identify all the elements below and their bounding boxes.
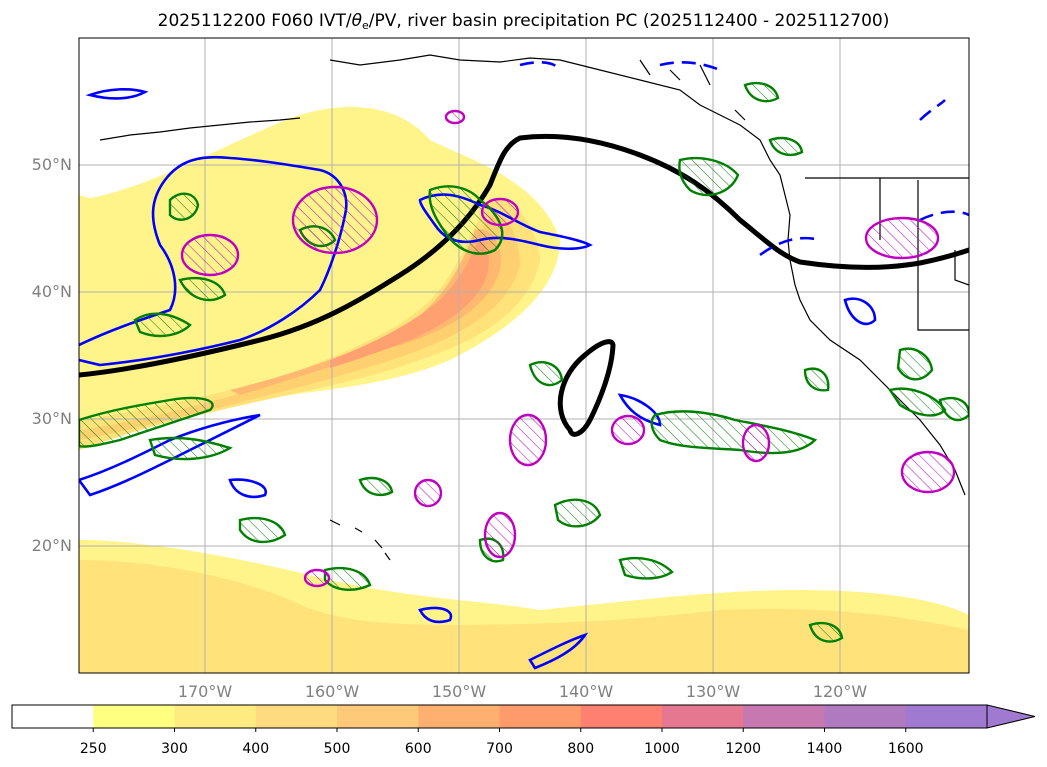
precip-magenta-regions: [180, 109, 956, 588]
colorbar-extension: [986, 704, 1036, 729]
colorbar-segment: [743, 705, 825, 728]
plot-frame: [78, 37, 970, 674]
theta-e-contours: [79, 133, 969, 437]
colorbar-segment: [418, 705, 500, 728]
colorbar-tick-label: 250: [79, 741, 107, 757]
colorbar-tick-label: 500: [323, 741, 351, 757]
colorbar-segment: [580, 705, 663, 728]
ivt-band-300-south: [79, 560, 969, 673]
colorbar-tick-label: 1000: [644, 741, 680, 757]
colorbar-tick-label: 1600: [887, 741, 924, 757]
colorbar-segment: [499, 705, 582, 728]
lon-label-130w: 130°W: [685, 682, 741, 701]
ivt-shading: [79, 107, 969, 673]
lat-label-30n: 30°N: [31, 409, 72, 428]
colorbar-tick-label: 700: [486, 741, 513, 757]
colorbar-segment: [93, 705, 175, 728]
lon-label-140w: 140°W: [558, 682, 614, 701]
colorbar-segment: [662, 705, 744, 728]
colorbar-tick-label: 600: [404, 741, 432, 757]
lat-label-20n: 20°N: [31, 536, 72, 555]
colorbar: [11, 704, 1036, 732]
colorbar-tick-label: 300: [161, 741, 188, 757]
colorbar-segment: [12, 705, 94, 728]
lon-label-150w: 150°W: [431, 682, 487, 701]
colorbar-tick-label: 400: [242, 741, 270, 757]
lat-label-40n: 40°N: [31, 282, 72, 301]
lon-label-170w: 170°W: [177, 682, 233, 701]
lat-label-50n: 50°N: [31, 155, 72, 174]
map-title: 2025112200 F060 IVT/θe/PV, river basin p…: [157, 11, 890, 32]
colorbar-segment: [905, 705, 988, 728]
colorbar-segment: [174, 705, 257, 728]
colorbar-segment: [255, 705, 338, 728]
colorbar-tick-label: 800: [567, 741, 595, 757]
colorbar-tick-label: 1400: [806, 741, 843, 757]
lon-label-120w: 120°W: [812, 682, 868, 701]
colorbar-segment: [824, 705, 907, 728]
colorbar-segment: [337, 705, 419, 728]
lon-label-160w: 160°W: [304, 682, 360, 701]
colorbar-tick-label: 1200: [725, 741, 762, 757]
